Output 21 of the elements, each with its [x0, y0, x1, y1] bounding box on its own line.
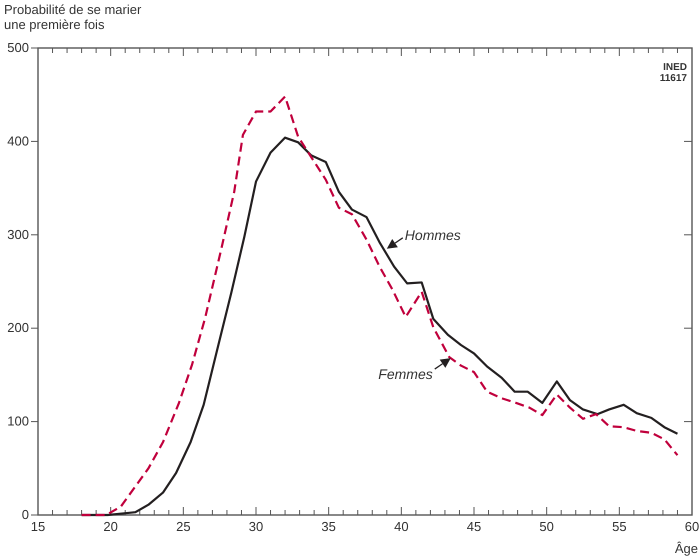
- x-tick-label: 30: [248, 519, 264, 534]
- x-tick-label: 15: [30, 519, 46, 534]
- y-tick-label: 100: [7, 414, 29, 429]
- x-tick-label: 35: [321, 519, 336, 534]
- annotation: Femmes: [378, 366, 433, 382]
- y-tick-label: 400: [7, 133, 29, 148]
- y-tick-label: 300: [7, 226, 29, 242]
- x-axis-title: Âge: [674, 541, 698, 556]
- x-tick-label: 60: [684, 519, 700, 534]
- x-tick-label: 55: [612, 519, 627, 534]
- y-tick-label: 0: [22, 507, 29, 522]
- y-axis-title: Probabilité de se marier une première fois: [4, 2, 142, 32]
- x-tick-label: 50: [539, 519, 554, 534]
- x-tick-label: 25: [176, 519, 191, 534]
- y-tick-label: 200: [7, 320, 29, 336]
- x-tick-label: 20: [103, 519, 118, 534]
- annotation: Hommes: [404, 226, 461, 243]
- x-tick-label: 45: [466, 519, 482, 534]
- annotation: INED 11617: [660, 62, 688, 84]
- x-tick-label: 40: [394, 519, 409, 534]
- y-tick-label: 500: [7, 40, 29, 55]
